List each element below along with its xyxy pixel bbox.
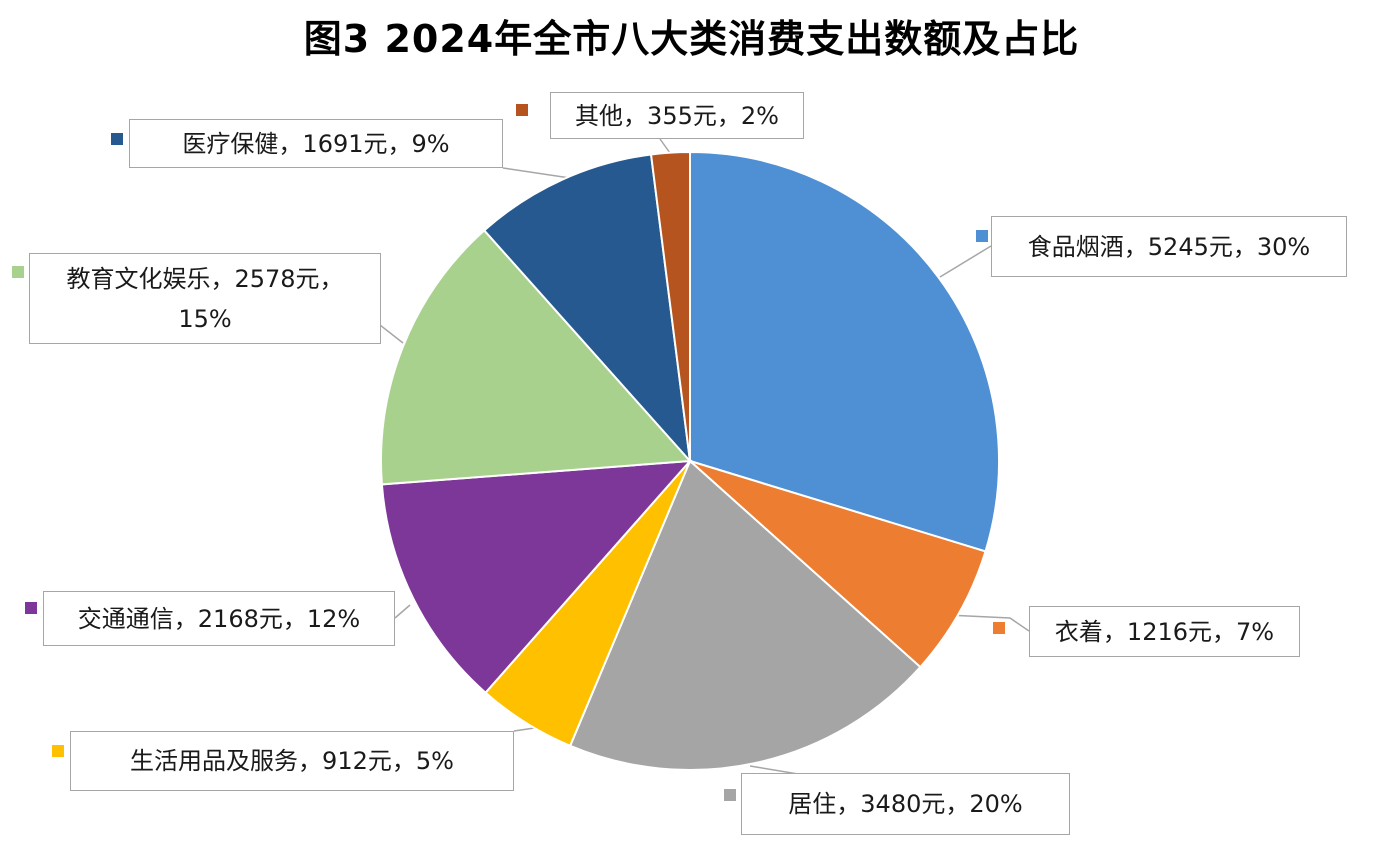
data-label-household-goods: 生活用品及服务，912元，5% xyxy=(70,731,514,791)
pie-slice-clothing xyxy=(689,460,987,669)
data-label-housing: 居住，3480元，20% xyxy=(741,773,1070,835)
pie-slices xyxy=(380,150,1000,771)
swatch-other xyxy=(516,104,528,116)
pie-slice-healthcare xyxy=(482,153,692,465)
chart-title: 图3 2024年全市八大类消费支出数额及占比 xyxy=(303,17,1080,61)
data-label-transport: 交通通信，2168元，12% xyxy=(43,591,395,646)
swatch-clothing xyxy=(993,622,1005,634)
swatch-housing xyxy=(724,789,736,801)
swatch-household-goods xyxy=(52,745,64,757)
leader-line-transport xyxy=(394,604,411,619)
data-label-clothing: 衣着，1216元，7% xyxy=(1029,606,1300,657)
data-label-food: 食品烟酒，5245元，30% xyxy=(991,216,1347,277)
leader-line-education xyxy=(379,324,404,344)
data-label-education: 教育文化娱乐，2578元，15% xyxy=(29,253,381,344)
pie-slice-transport xyxy=(380,459,693,695)
swatch-transport xyxy=(25,602,37,614)
data-label-healthcare: 医疗保健，1691元，9% xyxy=(129,119,503,168)
data-label-other: 其他，355元，2% xyxy=(550,92,804,139)
swatch-healthcare xyxy=(111,133,123,145)
leader-line-food xyxy=(939,245,992,278)
pie-slice-other xyxy=(649,150,691,462)
swatch-education xyxy=(12,266,24,278)
swatch-food xyxy=(976,230,988,242)
pie-slice-food xyxy=(689,150,1000,553)
leader-line-other xyxy=(659,138,671,154)
leader-line-healthcare xyxy=(502,167,571,179)
pie-slice-education xyxy=(380,229,693,486)
